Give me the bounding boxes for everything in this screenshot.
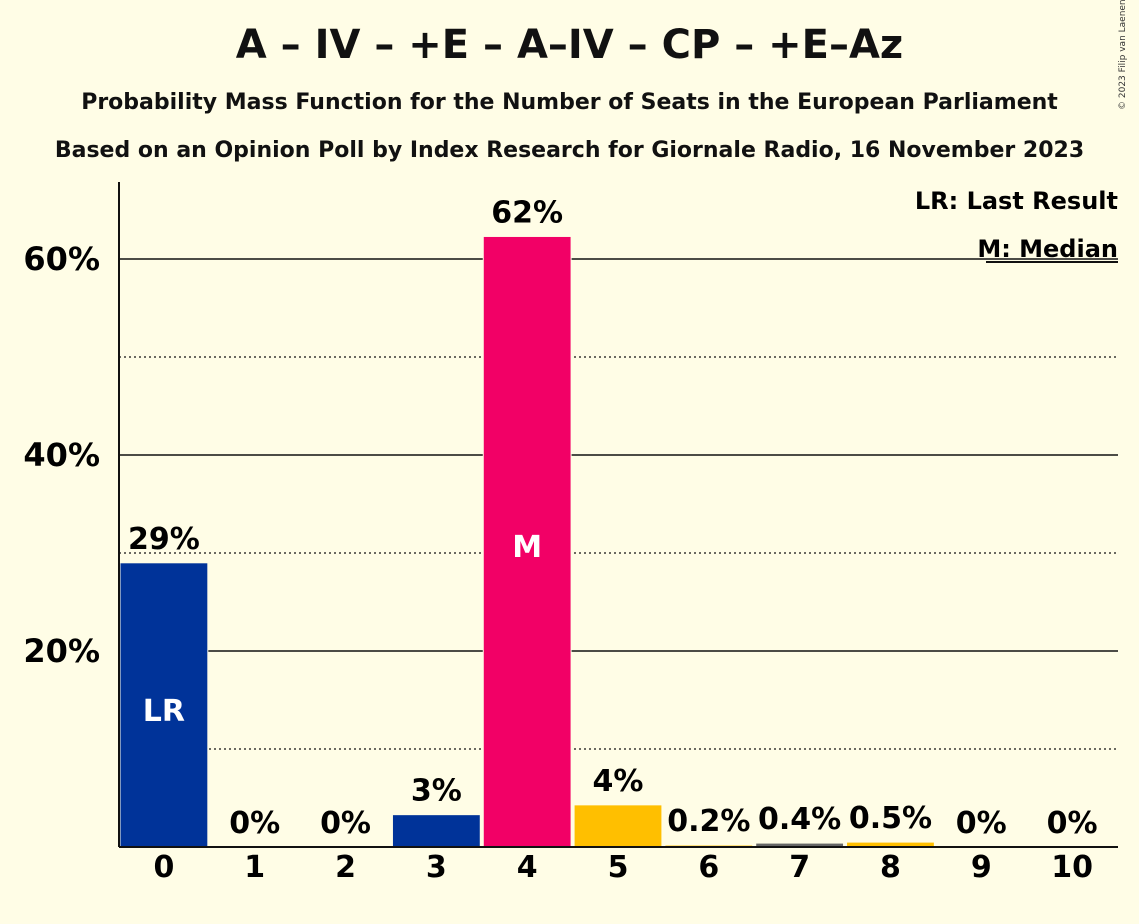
bar-marker-0: LR [143,694,185,729]
data-label-1: 0% [229,806,280,841]
labels: 29% LR 0 0% 1 0% 2 3% 3 62% M 4 4% 5 0.2% 6 0.4% 7 0.5% 8 0%… [23,195,1097,885]
y-tick-label: 60% [23,240,100,278]
y-tick-label: 20% [23,632,100,670]
chart-subtitle: Probability Mass Function for the Number… [81,90,1058,115]
data-label-7: 0.4% [758,802,841,837]
data-label-9: 0% [956,806,1007,841]
bar-4 [482,235,572,848]
axes [118,182,1118,848]
x-tick-label-4: 4 [517,850,538,885]
data-label-3: 3% [411,774,462,809]
data-label-10: 0% [1047,806,1098,841]
chart-title: A – IV – +E – A–IV – CP – +E–Az [235,22,904,68]
data-label-2: 0% [320,806,371,841]
x-tick-label-6: 6 [698,850,719,885]
bars [119,235,935,848]
y-tick-label: 40% [23,436,100,474]
bar-5 [573,804,663,848]
chart-source-line: Based on an Opinion Poll by Index Resear… [54,138,1085,163]
data-label-5: 4% [593,764,644,799]
bar-3 [391,814,481,848]
x-tick-label-10: 10 [1051,850,1093,885]
x-tick-label-8: 8 [880,850,901,885]
x-tick-label-3: 3 [426,850,447,885]
bar-0 [119,562,209,848]
data-label-8: 0.5% [849,801,932,836]
x-tick-label-9: 9 [971,850,992,885]
data-label-6: 0.2% [667,804,750,839]
x-tick-label-1: 1 [244,850,265,885]
x-tick-label-5: 5 [608,850,629,885]
data-label-0: 29% [128,522,200,557]
x-tick-label-7: 7 [789,850,810,885]
legend-last-result: LR: Last Result [915,187,1118,215]
legend-median: M: Median [977,235,1118,263]
bar-marker-4: M [512,530,542,565]
gridlines [119,258,1118,750]
data-label-4: 62% [491,195,563,230]
x-tick-label-2: 2 [335,850,356,885]
x-tick-label-0: 0 [153,850,174,885]
